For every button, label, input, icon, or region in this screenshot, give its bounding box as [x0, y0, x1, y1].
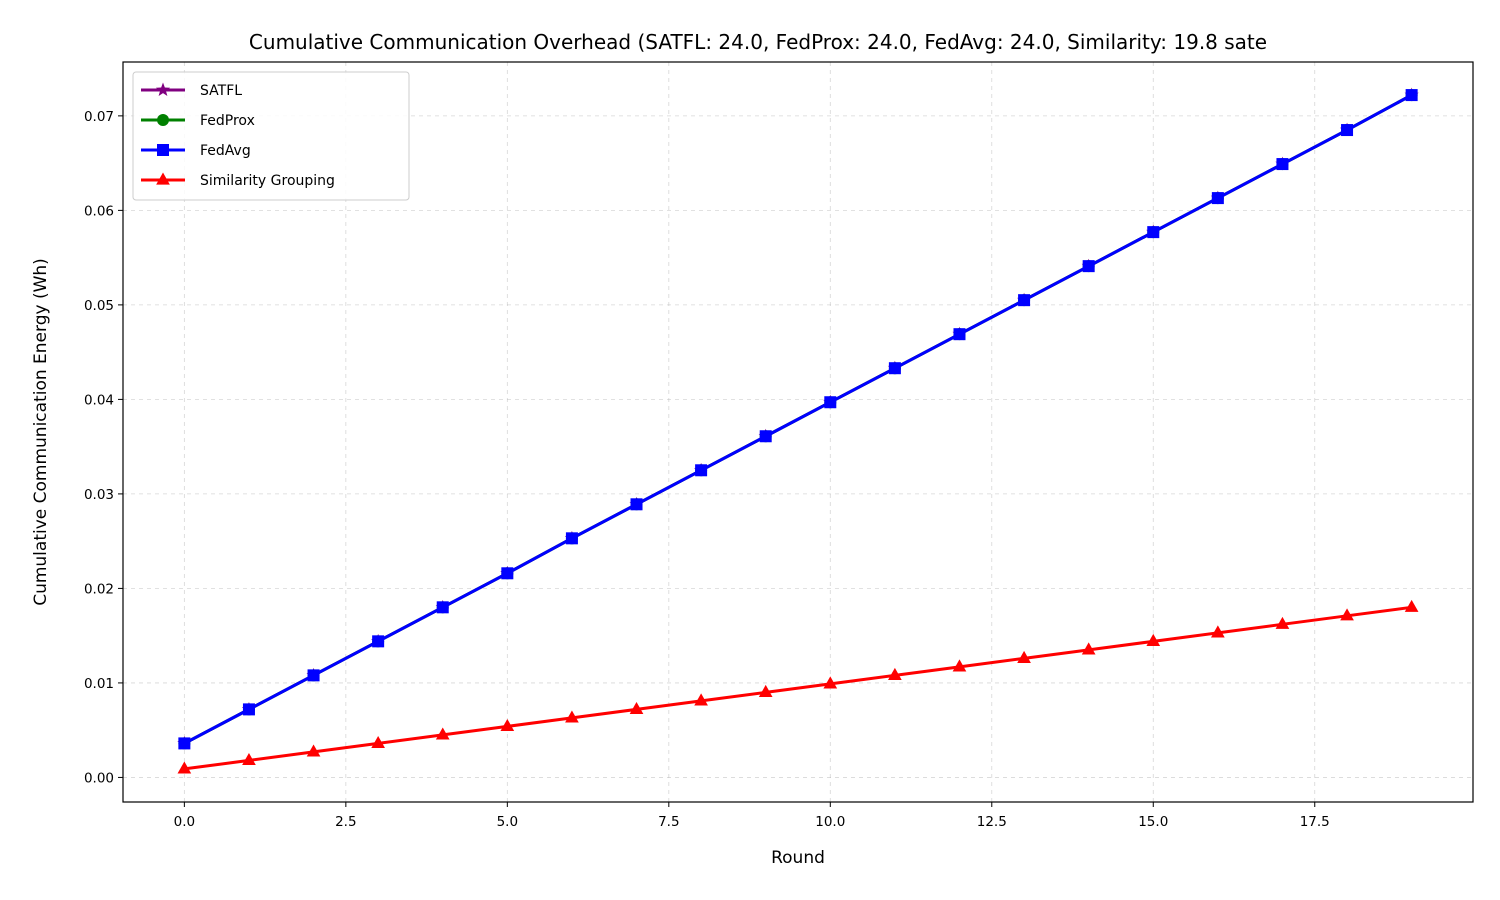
x-tick-label: 15.0 — [1138, 814, 1168, 830]
legend-box — [132, 71, 410, 201]
data-point — [694, 693, 708, 706]
legend-label: SATFL — [200, 83, 242, 99]
plot-area-frame — [122, 61, 1474, 803]
grid — [123, 62, 1473, 802]
data-point — [952, 659, 967, 672]
x-tick-label: 12.5 — [977, 814, 1007, 830]
data-point — [1146, 633, 1161, 646]
data-point — [1276, 158, 1289, 171]
y-axis-title: Cumulative Communication Energy (Wh) — [31, 258, 51, 606]
legend: SATFL FedProx FedAvg Similarity Grouping — [132, 71, 410, 201]
legend-swatch-marker — [155, 82, 171, 97]
y-tick-label: 0.01 — [84, 676, 114, 692]
data-point — [565, 710, 579, 723]
x-tick-label: 7.5 — [658, 814, 679, 830]
data-point — [500, 718, 515, 732]
data-point — [759, 430, 772, 443]
data-point — [630, 498, 643, 511]
y-tick-label: 0.00 — [84, 770, 114, 786]
data-point — [242, 752, 256, 766]
y-tick-label: 0.07 — [84, 109, 114, 125]
data-point — [695, 464, 708, 477]
y-tick-label: 0.05 — [84, 298, 114, 314]
data-point — [372, 635, 385, 648]
y-tick-label: 0.02 — [84, 581, 114, 597]
data-point — [1082, 260, 1095, 273]
data-point — [501, 567, 514, 580]
x-tick-label: 0.0 — [174, 814, 195, 830]
data-point — [242, 703, 255, 716]
data-point — [435, 727, 450, 740]
data-point — [177, 761, 192, 774]
data-point — [629, 701, 644, 714]
legend-label: Similarity Grouping — [200, 173, 335, 189]
data-point — [1405, 89, 1418, 102]
x-tick-label: 10.0 — [815, 814, 845, 830]
data-point — [1275, 616, 1290, 629]
legend-label: FedProx — [200, 113, 255, 129]
data-point — [1404, 599, 1419, 612]
data-point — [1017, 650, 1031, 663]
data-point — [758, 684, 773, 697]
data-point — [1147, 226, 1160, 239]
data-point — [888, 362, 901, 375]
data-point — [178, 737, 191, 750]
legend-swatch-marker — [157, 144, 169, 156]
data-point — [888, 667, 902, 680]
series-line — [183, 93, 1413, 745]
x-tick-label: 17.5 — [1300, 814, 1330, 830]
data-point — [371, 735, 385, 749]
series-line — [184, 605, 1412, 771]
series-layer — [177, 87, 1419, 774]
x-axis-title: Round — [771, 848, 825, 868]
legend-swatch-marker — [156, 172, 170, 185]
y-tick-label: 0.04 — [84, 392, 114, 408]
data-point — [823, 676, 838, 689]
legend-swatch-marker — [157, 114, 169, 126]
data-point — [824, 396, 837, 409]
chart-title: Cumulative Communication Overhead (SATFL… — [249, 30, 1267, 54]
y-tick-label: 0.06 — [84, 203, 114, 219]
data-point — [1018, 294, 1031, 307]
data-point — [306, 744, 321, 757]
data-point — [436, 601, 449, 614]
data-point — [953, 328, 966, 341]
data-point — [1341, 124, 1354, 137]
legend-item: SATFL — [141, 82, 242, 99]
series-fedavg — [178, 89, 1418, 750]
legend-item: FedAvg — [141, 143, 251, 159]
series-similarity-grouping — [177, 599, 1419, 774]
x-tick-label: 2.5 — [335, 814, 356, 830]
axes: 0.0 2.5 5.0 7.5 10.0 12.5 15.0 17.5 0.00 0.01 0.02… — [84, 109, 1330, 830]
data-point — [307, 669, 320, 682]
legend-label: FedAvg — [200, 143, 251, 159]
data-point — [1211, 192, 1224, 205]
x-tick-label: 5.0 — [497, 814, 518, 830]
data-point — [565, 532, 578, 545]
legend-item: FedProx — [141, 113, 255, 129]
data-point — [1081, 642, 1096, 655]
legend-item: Similarity Grouping — [141, 172, 335, 189]
y-tick-label: 0.03 — [84, 487, 114, 503]
data-point — [1211, 625, 1225, 638]
data-point — [1340, 608, 1354, 621]
